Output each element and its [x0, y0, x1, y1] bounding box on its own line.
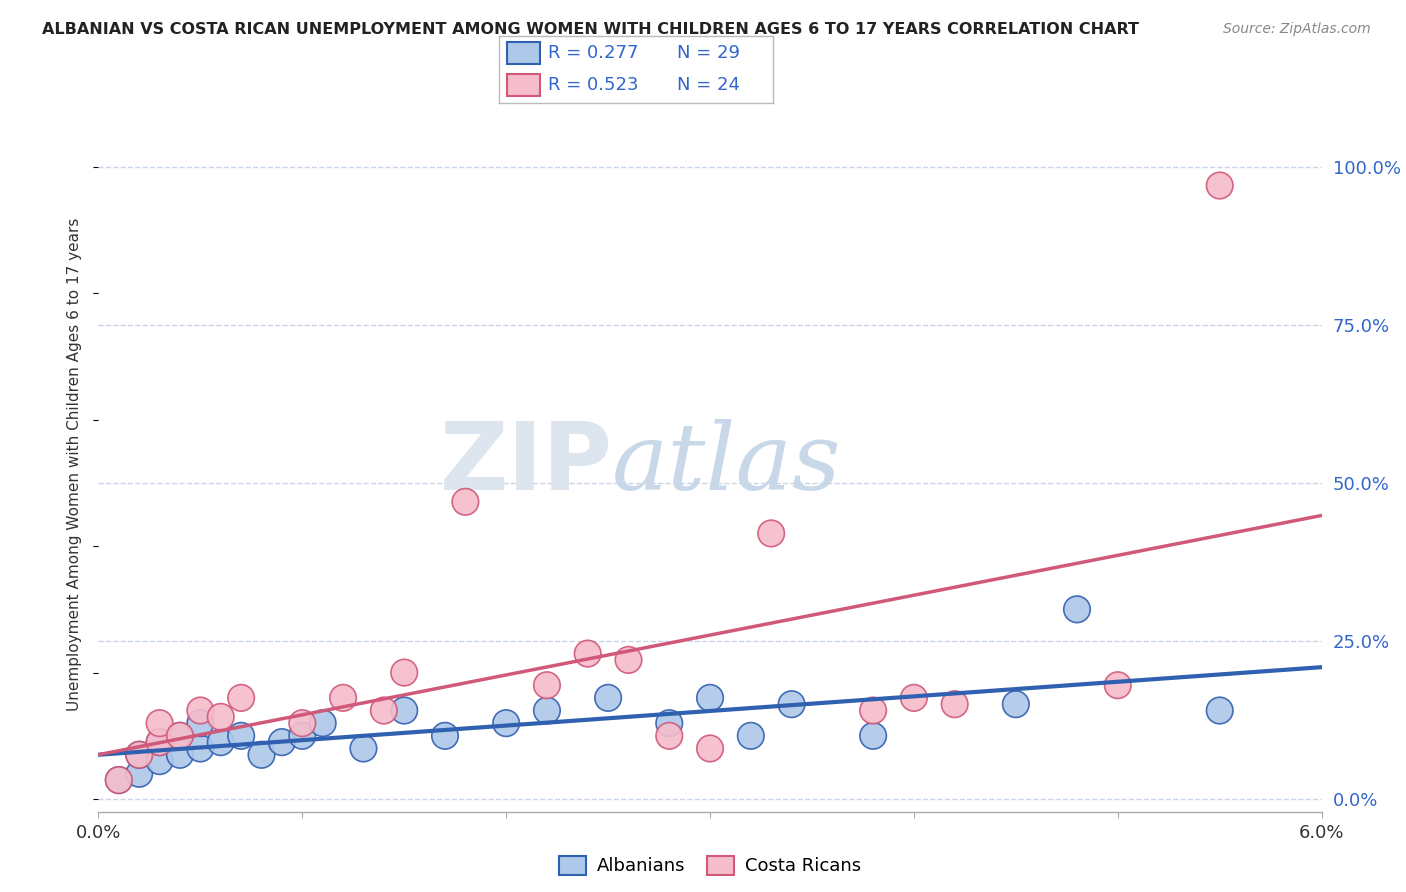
- Text: N = 29: N = 29: [678, 44, 741, 62]
- Ellipse shape: [167, 741, 193, 768]
- Ellipse shape: [228, 684, 254, 711]
- Ellipse shape: [616, 647, 641, 673]
- Ellipse shape: [167, 723, 193, 749]
- Ellipse shape: [187, 710, 214, 737]
- Ellipse shape: [657, 723, 682, 749]
- Ellipse shape: [860, 723, 886, 749]
- Ellipse shape: [146, 729, 173, 756]
- Text: ALBANIAN VS COSTA RICAN UNEMPLOYMENT AMONG WOMEN WITH CHILDREN AGES 6 TO 17 YEAR: ALBANIAN VS COSTA RICAN UNEMPLOYMENT AMO…: [42, 22, 1139, 37]
- Ellipse shape: [309, 710, 336, 737]
- Ellipse shape: [697, 684, 723, 711]
- Ellipse shape: [758, 520, 785, 547]
- Ellipse shape: [432, 723, 458, 749]
- Text: atlas: atlas: [612, 419, 842, 508]
- Ellipse shape: [371, 698, 396, 723]
- Ellipse shape: [228, 723, 254, 749]
- Ellipse shape: [146, 747, 173, 774]
- Ellipse shape: [269, 729, 295, 756]
- Text: N = 24: N = 24: [678, 76, 741, 95]
- Ellipse shape: [330, 684, 356, 711]
- Ellipse shape: [167, 723, 193, 749]
- Y-axis label: Unemployment Among Women with Children Ages 6 to 17 years: Unemployment Among Women with Children A…: [67, 217, 83, 711]
- Ellipse shape: [391, 698, 418, 723]
- Ellipse shape: [105, 767, 132, 793]
- Ellipse shape: [860, 698, 886, 723]
- Ellipse shape: [290, 710, 315, 737]
- Ellipse shape: [779, 691, 804, 717]
- Ellipse shape: [208, 729, 233, 756]
- Ellipse shape: [1206, 172, 1233, 199]
- Ellipse shape: [105, 767, 132, 793]
- Ellipse shape: [453, 489, 478, 515]
- Ellipse shape: [127, 741, 152, 768]
- Text: ZIP: ZIP: [439, 417, 612, 510]
- Ellipse shape: [657, 710, 682, 737]
- Ellipse shape: [350, 735, 377, 762]
- Ellipse shape: [697, 735, 723, 762]
- Ellipse shape: [146, 710, 173, 737]
- Ellipse shape: [1206, 698, 1233, 723]
- Ellipse shape: [1064, 596, 1090, 623]
- Ellipse shape: [901, 684, 927, 711]
- Ellipse shape: [738, 723, 763, 749]
- Ellipse shape: [290, 723, 315, 749]
- Ellipse shape: [391, 659, 418, 686]
- Ellipse shape: [494, 710, 519, 737]
- Ellipse shape: [534, 698, 560, 723]
- Ellipse shape: [595, 684, 621, 711]
- FancyBboxPatch shape: [508, 75, 540, 96]
- Ellipse shape: [127, 761, 152, 787]
- Text: R = 0.523: R = 0.523: [548, 76, 638, 95]
- Ellipse shape: [208, 704, 233, 731]
- Ellipse shape: [146, 729, 173, 756]
- Ellipse shape: [127, 741, 152, 768]
- Text: R = 0.277: R = 0.277: [548, 44, 638, 62]
- Ellipse shape: [534, 672, 560, 698]
- Ellipse shape: [942, 691, 967, 717]
- Legend: Albanians, Costa Ricans: Albanians, Costa Ricans: [551, 849, 869, 883]
- FancyBboxPatch shape: [508, 43, 540, 64]
- Ellipse shape: [187, 698, 214, 723]
- Ellipse shape: [249, 741, 274, 768]
- Ellipse shape: [1105, 672, 1130, 698]
- Ellipse shape: [187, 735, 214, 762]
- Ellipse shape: [575, 640, 600, 667]
- Text: Source: ZipAtlas.com: Source: ZipAtlas.com: [1223, 22, 1371, 37]
- Ellipse shape: [1002, 691, 1029, 717]
